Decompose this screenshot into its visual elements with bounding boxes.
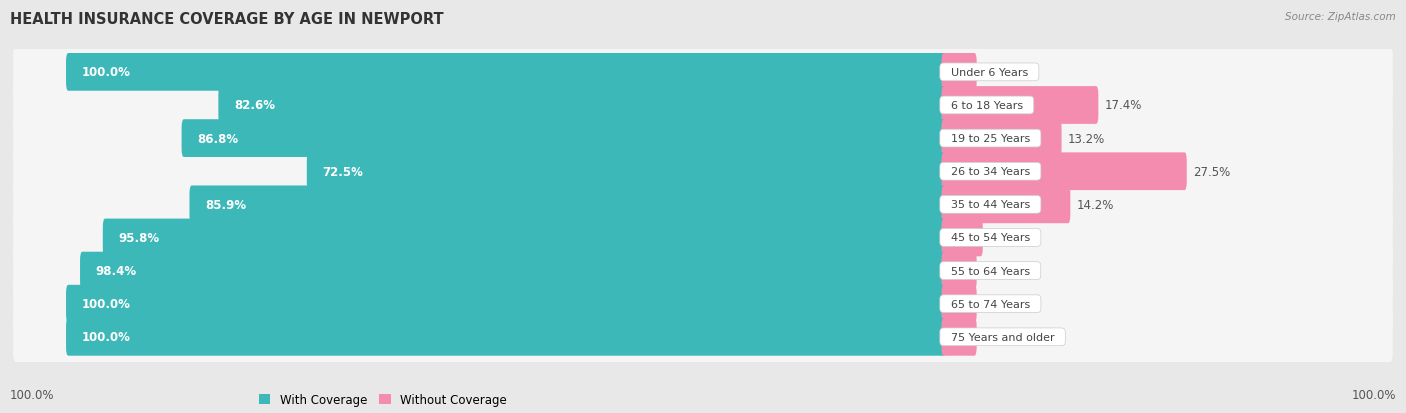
FancyBboxPatch shape <box>942 219 983 257</box>
FancyBboxPatch shape <box>942 120 1062 158</box>
Text: 0.0%: 0.0% <box>983 330 1012 344</box>
Text: Under 6 Years: Under 6 Years <box>943 68 1035 78</box>
FancyBboxPatch shape <box>66 285 946 323</box>
FancyBboxPatch shape <box>66 54 946 92</box>
Text: 6 to 18 Years: 6 to 18 Years <box>943 101 1029 111</box>
Text: 45 to 54 Years: 45 to 54 Years <box>943 233 1038 243</box>
FancyBboxPatch shape <box>103 219 946 257</box>
FancyBboxPatch shape <box>66 318 946 356</box>
Text: Source: ZipAtlas.com: Source: ZipAtlas.com <box>1285 12 1396 22</box>
Text: 95.8%: 95.8% <box>118 231 159 244</box>
Text: 98.4%: 98.4% <box>96 264 136 278</box>
FancyBboxPatch shape <box>13 47 1393 98</box>
FancyBboxPatch shape <box>942 153 1187 191</box>
Text: 0.0%: 0.0% <box>983 297 1012 311</box>
Text: 75 Years and older: 75 Years and older <box>943 332 1062 342</box>
Text: 86.8%: 86.8% <box>197 132 238 145</box>
Text: 4.2%: 4.2% <box>990 231 1019 244</box>
Legend: With Coverage, Without Coverage: With Coverage, Without Coverage <box>254 389 512 411</box>
FancyBboxPatch shape <box>13 180 1393 230</box>
FancyBboxPatch shape <box>13 114 1393 164</box>
FancyBboxPatch shape <box>190 186 946 224</box>
Text: 0.0%: 0.0% <box>983 66 1012 79</box>
Text: 72.5%: 72.5% <box>322 165 363 178</box>
FancyBboxPatch shape <box>80 252 946 290</box>
Text: 17.4%: 17.4% <box>1105 99 1142 112</box>
FancyBboxPatch shape <box>181 120 946 158</box>
FancyBboxPatch shape <box>13 81 1393 131</box>
FancyBboxPatch shape <box>942 54 977 92</box>
Text: HEALTH INSURANCE COVERAGE BY AGE IN NEWPORT: HEALTH INSURANCE COVERAGE BY AGE IN NEWP… <box>10 12 443 27</box>
Text: 27.5%: 27.5% <box>1194 165 1230 178</box>
Text: 100.0%: 100.0% <box>82 297 131 311</box>
FancyBboxPatch shape <box>942 186 1070 224</box>
Text: 1.6%: 1.6% <box>983 264 1012 278</box>
Text: 100.0%: 100.0% <box>82 66 131 79</box>
Text: 85.9%: 85.9% <box>205 198 246 211</box>
FancyBboxPatch shape <box>13 312 1393 362</box>
Text: 82.6%: 82.6% <box>233 99 274 112</box>
FancyBboxPatch shape <box>218 87 946 125</box>
FancyBboxPatch shape <box>942 318 977 356</box>
Text: 13.2%: 13.2% <box>1069 132 1105 145</box>
FancyBboxPatch shape <box>13 279 1393 329</box>
FancyBboxPatch shape <box>13 246 1393 296</box>
FancyBboxPatch shape <box>942 87 1098 125</box>
FancyBboxPatch shape <box>307 153 946 191</box>
Text: 100.0%: 100.0% <box>82 330 131 344</box>
FancyBboxPatch shape <box>13 213 1393 263</box>
Text: 14.2%: 14.2% <box>1077 198 1114 211</box>
Text: 35 to 44 Years: 35 to 44 Years <box>943 200 1038 210</box>
FancyBboxPatch shape <box>13 147 1393 197</box>
Text: 100.0%: 100.0% <box>10 388 55 401</box>
Text: 65 to 74 Years: 65 to 74 Years <box>943 299 1038 309</box>
FancyBboxPatch shape <box>942 252 977 290</box>
FancyBboxPatch shape <box>942 285 977 323</box>
Text: 26 to 34 Years: 26 to 34 Years <box>943 167 1038 177</box>
Text: 100.0%: 100.0% <box>1351 388 1396 401</box>
Text: 19 to 25 Years: 19 to 25 Years <box>943 134 1038 144</box>
Text: 55 to 64 Years: 55 to 64 Years <box>943 266 1036 276</box>
